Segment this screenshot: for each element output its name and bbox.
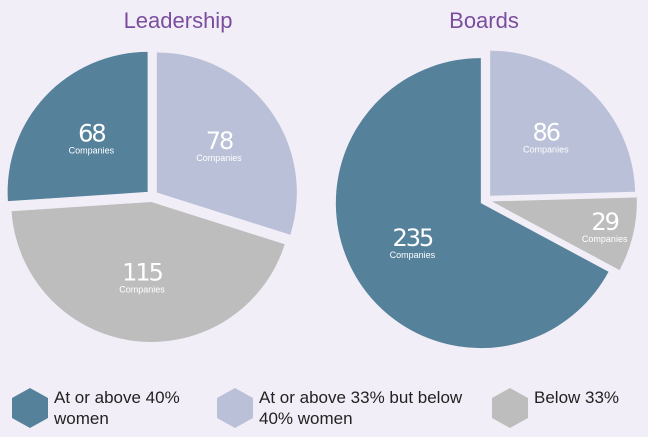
data-label: 86	[533, 119, 560, 147]
pie-slice	[11, 201, 285, 342]
data-label-unit: Companies	[196, 153, 242, 163]
data-label: 235	[392, 224, 433, 252]
chart-title: Boards	[449, 8, 519, 33]
chart-title: Leadership	[124, 8, 233, 33]
legend-swatch	[492, 388, 528, 428]
data-label-unit: Companies	[523, 145, 569, 155]
data-label-unit: Companies	[69, 145, 115, 155]
pie-slice	[156, 52, 297, 235]
legend-swatch	[12, 388, 48, 428]
pie-slice	[490, 50, 636, 196]
data-label-unit: Companies	[390, 250, 436, 260]
legend-label: At or above 40% women	[54, 388, 180, 428]
data-label: 115	[122, 258, 163, 286]
data-label: 29	[591, 208, 618, 236]
legend-label: Below 33%	[534, 388, 620, 407]
pie-slice	[491, 197, 637, 271]
pie-slice	[335, 58, 609, 349]
legend-swatch	[217, 388, 253, 428]
data-label: 78	[206, 127, 233, 155]
data-label: 68	[78, 119, 105, 147]
pie-slice	[7, 51, 148, 202]
legend-label: At or above 33% but below 40% women	[259, 388, 463, 428]
data-label-unit: Companies	[119, 284, 165, 294]
data-label-unit: Companies	[582, 234, 628, 244]
